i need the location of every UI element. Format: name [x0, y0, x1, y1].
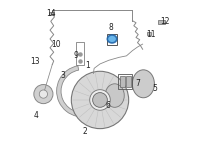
Text: 8: 8 — [109, 23, 113, 32]
Circle shape — [93, 93, 107, 107]
Text: 13: 13 — [30, 56, 39, 66]
Bar — [126, 76, 131, 87]
Circle shape — [39, 90, 48, 98]
Text: 6: 6 — [106, 101, 111, 110]
Text: 2: 2 — [82, 127, 87, 136]
Ellipse shape — [107, 35, 117, 43]
Text: 7: 7 — [135, 78, 140, 88]
Bar — [107, 34, 117, 45]
Circle shape — [34, 85, 53, 104]
Bar — [49, 12, 54, 15]
Text: 14: 14 — [46, 9, 56, 18]
Text: 5: 5 — [152, 84, 157, 93]
Bar — [76, 42, 84, 65]
Circle shape — [90, 90, 110, 110]
Bar — [147, 32, 151, 35]
Text: 12: 12 — [160, 17, 169, 26]
Bar — [120, 76, 125, 87]
Ellipse shape — [132, 70, 154, 98]
Circle shape — [71, 71, 129, 129]
Wedge shape — [57, 66, 99, 117]
Bar — [118, 74, 132, 89]
Text: 11: 11 — [146, 30, 155, 39]
Text: 4: 4 — [34, 111, 38, 120]
Bar — [158, 20, 165, 24]
Text: 10: 10 — [51, 40, 61, 49]
Text: 1: 1 — [85, 61, 90, 70]
Text: 9: 9 — [73, 51, 78, 60]
Ellipse shape — [105, 84, 124, 107]
Text: 3: 3 — [60, 71, 65, 80]
